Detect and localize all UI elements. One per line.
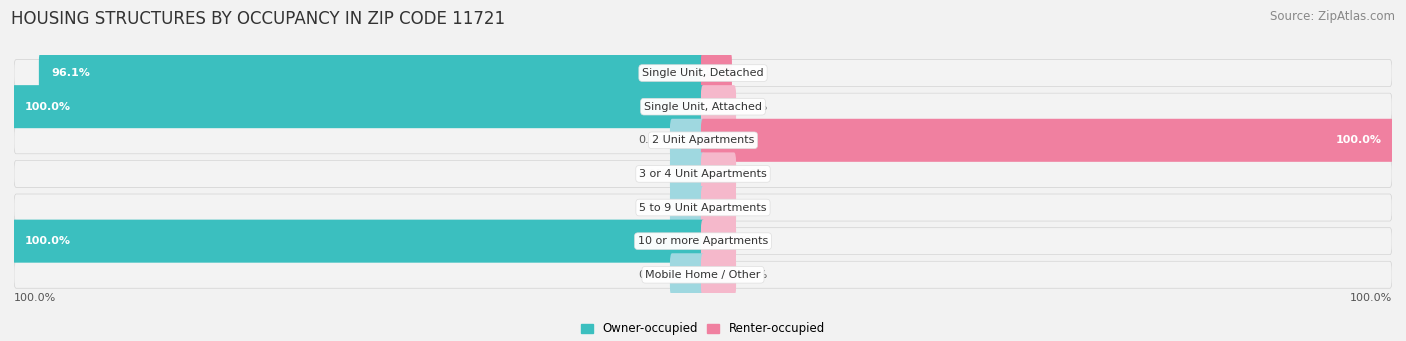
Text: 0.0%: 0.0% <box>638 169 666 179</box>
FancyBboxPatch shape <box>14 161 1392 187</box>
FancyBboxPatch shape <box>14 60 1392 87</box>
Text: 0.0%: 0.0% <box>740 169 768 179</box>
Text: 3 or 4 Unit Apartments: 3 or 4 Unit Apartments <box>640 169 766 179</box>
Legend: Owner-occupied, Renter-occupied: Owner-occupied, Renter-occupied <box>576 317 830 340</box>
FancyBboxPatch shape <box>702 85 737 128</box>
Text: 0.0%: 0.0% <box>740 102 768 112</box>
FancyBboxPatch shape <box>669 253 704 296</box>
FancyBboxPatch shape <box>14 261 1392 288</box>
Text: 100.0%: 100.0% <box>1350 293 1392 303</box>
FancyBboxPatch shape <box>702 220 737 263</box>
FancyBboxPatch shape <box>14 127 1392 154</box>
FancyBboxPatch shape <box>14 93 1392 120</box>
Text: 0.0%: 0.0% <box>740 236 768 246</box>
Text: 2 Unit Apartments: 2 Unit Apartments <box>652 135 754 145</box>
FancyBboxPatch shape <box>14 261 1392 288</box>
Text: 5 to 9 Unit Apartments: 5 to 9 Unit Apartments <box>640 203 766 212</box>
FancyBboxPatch shape <box>14 161 1392 187</box>
Text: 10 or more Apartments: 10 or more Apartments <box>638 236 768 246</box>
FancyBboxPatch shape <box>702 51 733 94</box>
Text: 0.0%: 0.0% <box>740 203 768 212</box>
FancyBboxPatch shape <box>669 119 704 162</box>
Text: Source: ZipAtlas.com: Source: ZipAtlas.com <box>1270 10 1395 23</box>
FancyBboxPatch shape <box>702 253 737 296</box>
FancyBboxPatch shape <box>14 60 1392 87</box>
FancyBboxPatch shape <box>702 119 1393 162</box>
Text: 100.0%: 100.0% <box>14 293 56 303</box>
Text: 0.0%: 0.0% <box>638 270 666 280</box>
FancyBboxPatch shape <box>14 228 1392 255</box>
FancyBboxPatch shape <box>702 186 737 229</box>
Text: 100.0%: 100.0% <box>24 236 70 246</box>
FancyBboxPatch shape <box>14 194 1392 221</box>
FancyBboxPatch shape <box>13 85 704 128</box>
Text: Single Unit, Detached: Single Unit, Detached <box>643 68 763 78</box>
Text: Single Unit, Attached: Single Unit, Attached <box>644 102 762 112</box>
FancyBboxPatch shape <box>669 186 704 229</box>
FancyBboxPatch shape <box>14 228 1392 255</box>
FancyBboxPatch shape <box>14 127 1392 154</box>
Text: 0.0%: 0.0% <box>740 270 768 280</box>
Text: 0.0%: 0.0% <box>638 135 666 145</box>
Text: HOUSING STRUCTURES BY OCCUPANCY IN ZIP CODE 11721: HOUSING STRUCTURES BY OCCUPANCY IN ZIP C… <box>11 10 505 28</box>
FancyBboxPatch shape <box>669 152 704 195</box>
FancyBboxPatch shape <box>39 51 704 94</box>
Text: 96.1%: 96.1% <box>51 68 90 78</box>
Text: 100.0%: 100.0% <box>1336 135 1382 145</box>
Text: 3.9%: 3.9% <box>689 68 720 78</box>
FancyBboxPatch shape <box>14 93 1392 120</box>
FancyBboxPatch shape <box>702 152 737 195</box>
FancyBboxPatch shape <box>13 220 704 263</box>
Text: 0.0%: 0.0% <box>638 203 666 212</box>
Text: Mobile Home / Other: Mobile Home / Other <box>645 270 761 280</box>
Text: 100.0%: 100.0% <box>24 102 70 112</box>
FancyBboxPatch shape <box>14 194 1392 221</box>
